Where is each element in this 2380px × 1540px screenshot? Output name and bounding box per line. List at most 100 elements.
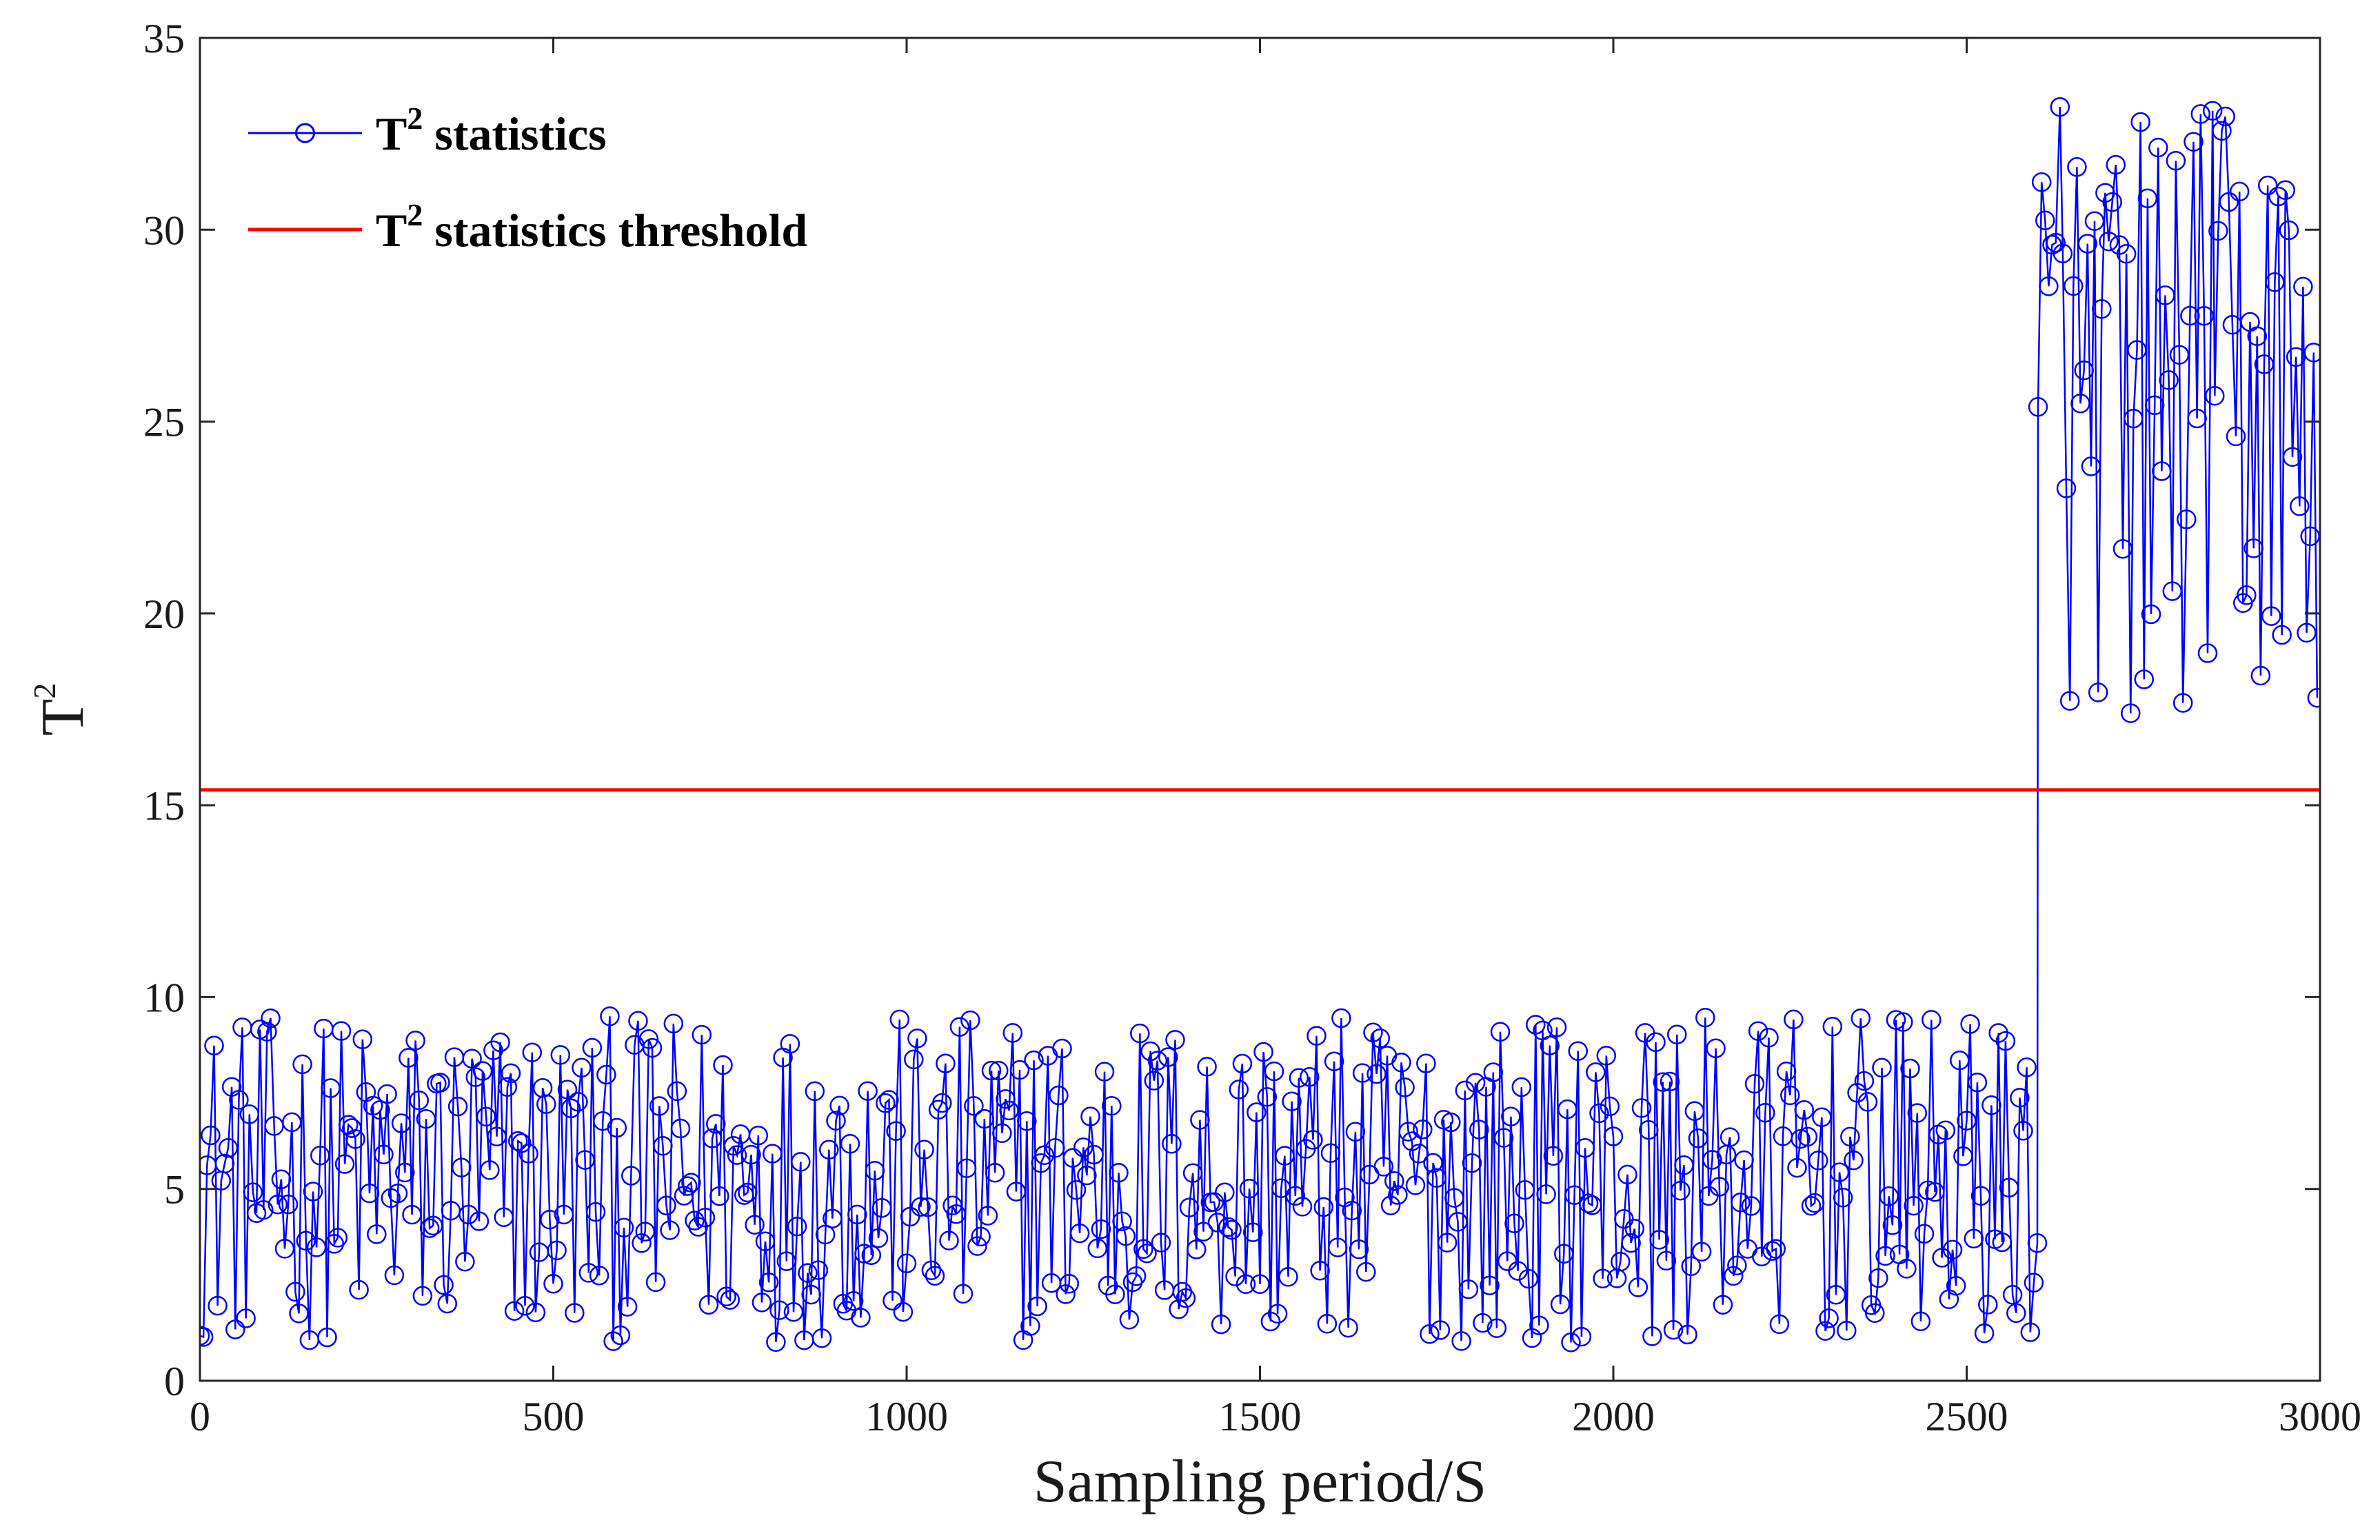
data-point-t2-statistics	[1691, 1242, 1712, 1262]
data-point-t2-statistics	[1469, 1119, 1489, 1139]
data-point-t2-statistics	[2059, 691, 2080, 711]
data-point-t2-statistics	[1713, 1295, 1733, 1315]
data-point-t2-statistics	[1557, 1099, 1577, 1119]
data-point-t2-statistics	[1776, 1061, 1797, 1082]
data-point-t2-statistics	[1182, 1163, 1203, 1183]
data-point-t2-statistics	[1893, 1012, 1913, 1032]
data-point-t2-statistics	[858, 1081, 878, 1101]
data-point-t2-statistics	[2226, 426, 2246, 447]
data-point-t2-statistics	[550, 1045, 571, 1065]
data-point-t2-statistics	[1300, 1067, 1320, 1087]
data-point-t2-statistics	[2152, 461, 2172, 481]
data-point-t2-statistics	[1094, 1062, 1115, 1082]
data-point-t2-statistics	[1967, 1072, 1988, 1093]
data-point-t2-statistics	[755, 1231, 776, 1252]
data-point-t2-statistics	[974, 1108, 995, 1129]
data-point-t2-statistics	[487, 1126, 507, 1146]
data-point-t2-statistics	[374, 1144, 394, 1165]
data-point-t2-statistics	[1062, 1148, 1083, 1168]
data-point-t2-statistics	[1748, 1021, 1768, 1041]
y-tick-label: 35	[143, 16, 185, 61]
data-point-t2-statistics	[1222, 1219, 1242, 1240]
data-point-t2-statistics	[2141, 604, 2161, 625]
data-point-t2-statistics	[1024, 1050, 1044, 1071]
data-point-t2-statistics	[543, 1274, 563, 1294]
data-point-t2-statistics	[1002, 1023, 1023, 1043]
data-point-t2-statistics	[278, 1194, 299, 1215]
data-point-t2-statistics	[1593, 1268, 1613, 1289]
data-point-t2-statistics	[854, 1244, 874, 1264]
data-point-t2-statistics	[2028, 397, 2048, 417]
data-point-t2-statistics	[1162, 1134, 1182, 1154]
y-tick-label: 25	[143, 400, 185, 445]
data-point-t2-statistics	[752, 1293, 772, 1313]
data-point-t2-statistics	[1872, 1057, 1892, 1078]
legend: T2 statistics T2 statistics threshold	[248, 101, 807, 256]
data-point-t2-statistics	[1529, 1315, 1549, 1335]
data-point-t2-statistics	[2257, 175, 2278, 196]
data-point-t2-statistics	[1720, 1127, 1740, 1147]
data-point-t2-statistics	[2020, 1322, 2041, 1342]
data-point-t2-statistics	[1147, 1051, 1168, 1071]
data-point-t2-statistics	[399, 1048, 418, 1068]
data-point-t2-statistics	[2187, 408, 2207, 429]
data-point-t2-statistics	[1363, 1022, 1383, 1043]
data-point-t2-statistics	[2084, 211, 2105, 231]
data-point-t2-statistics	[1904, 1195, 1924, 1216]
data-point-t2-statistics	[1787, 1157, 1807, 1178]
data-point-t2-statistics	[1879, 1186, 1899, 1206]
data-point-t2-statistics	[649, 1096, 669, 1116]
data-point-t2-statistics	[1197, 1057, 1217, 1077]
data-point-t2-statistics	[2247, 326, 2268, 346]
data-point-t2-statistics	[653, 1136, 673, 1156]
data-point-t2-statistics	[985, 1162, 1005, 1183]
data-point-t2-statistics	[1465, 1073, 1486, 1093]
series-line-t2-statistics	[200, 107, 2319, 1343]
data-point-t2-statistics	[2010, 1088, 2030, 1108]
data-point-t2-statistics	[1080, 1106, 1100, 1126]
data-point-t2-statistics	[1999, 1177, 2019, 1198]
data-point-t2-statistics	[384, 1265, 405, 1286]
data-point-t2-statistics	[1844, 1150, 1864, 1171]
data-point-t2-statistics	[1144, 1071, 1164, 1091]
data-point-t2-statistics	[1706, 1038, 1726, 1059]
data-point-t2-statistics	[1522, 1328, 1542, 1348]
data-point-t2-statistics	[1324, 1051, 1344, 1071]
data-point-t2-statistics	[416, 1108, 436, 1129]
data-point-t2-statistics	[2159, 370, 2179, 390]
data-point-t2-statistics	[1586, 1062, 1606, 1082]
data-point-t2-statistics	[1865, 1303, 1885, 1323]
data-point-t2-statistics	[1483, 1062, 1504, 1082]
data-point-t2-statistics	[1133, 1239, 1153, 1259]
data-point-t2-statistics	[1289, 1068, 1309, 1088]
data-point-t2-statistics	[1116, 1226, 1136, 1246]
data-point-t2-statistics	[1819, 1308, 1839, 1328]
data-point-t2-statistics	[1017, 1111, 1037, 1131]
data-point-t2-statistics	[1056, 1284, 1076, 1304]
data-point-t2-statistics	[236, 1308, 256, 1328]
data-point-t2-statistics	[1034, 1145, 1055, 1165]
data-point-t2-statistics	[501, 1063, 521, 1084]
data-point-t2-statistics	[285, 1281, 305, 1302]
data-point-t2-statistics	[331, 1021, 352, 1041]
data-point-t2-statistics	[2250, 665, 2271, 686]
data-point-t2-statistics	[1900, 1058, 1920, 1079]
data-point-t2-statistics	[2056, 478, 2077, 498]
data-point-t2-statistics	[1236, 1274, 1256, 1295]
legend-entry-threshold: T2 statistics threshold	[376, 197, 807, 256]
data-point-t2-statistics	[1490, 1022, 1511, 1042]
data-point-t2-statistics	[345, 1129, 365, 1149]
data-point-t2-statistics	[946, 1204, 967, 1224]
data-point-t2-statistics	[727, 1145, 747, 1165]
data-point-t2-statistics	[1646, 1032, 1666, 1053]
data-point-t2-statistics	[282, 1112, 302, 1133]
y-tick-label: 30	[143, 207, 185, 253]
data-point-t2-statistics	[1589, 1103, 1609, 1124]
data-point-t2-statistics	[565, 1303, 585, 1323]
data-point-t2-statistics	[1695, 1007, 1715, 1028]
data-point-t2-statistics	[791, 1152, 811, 1172]
data-point-t2-statistics	[1282, 1091, 1302, 1111]
data-point-t2-statistics	[1462, 1153, 1482, 1173]
data-point-t2-statistics	[1667, 1024, 1687, 1045]
data-point-t2-statistics	[1935, 1120, 1956, 1141]
